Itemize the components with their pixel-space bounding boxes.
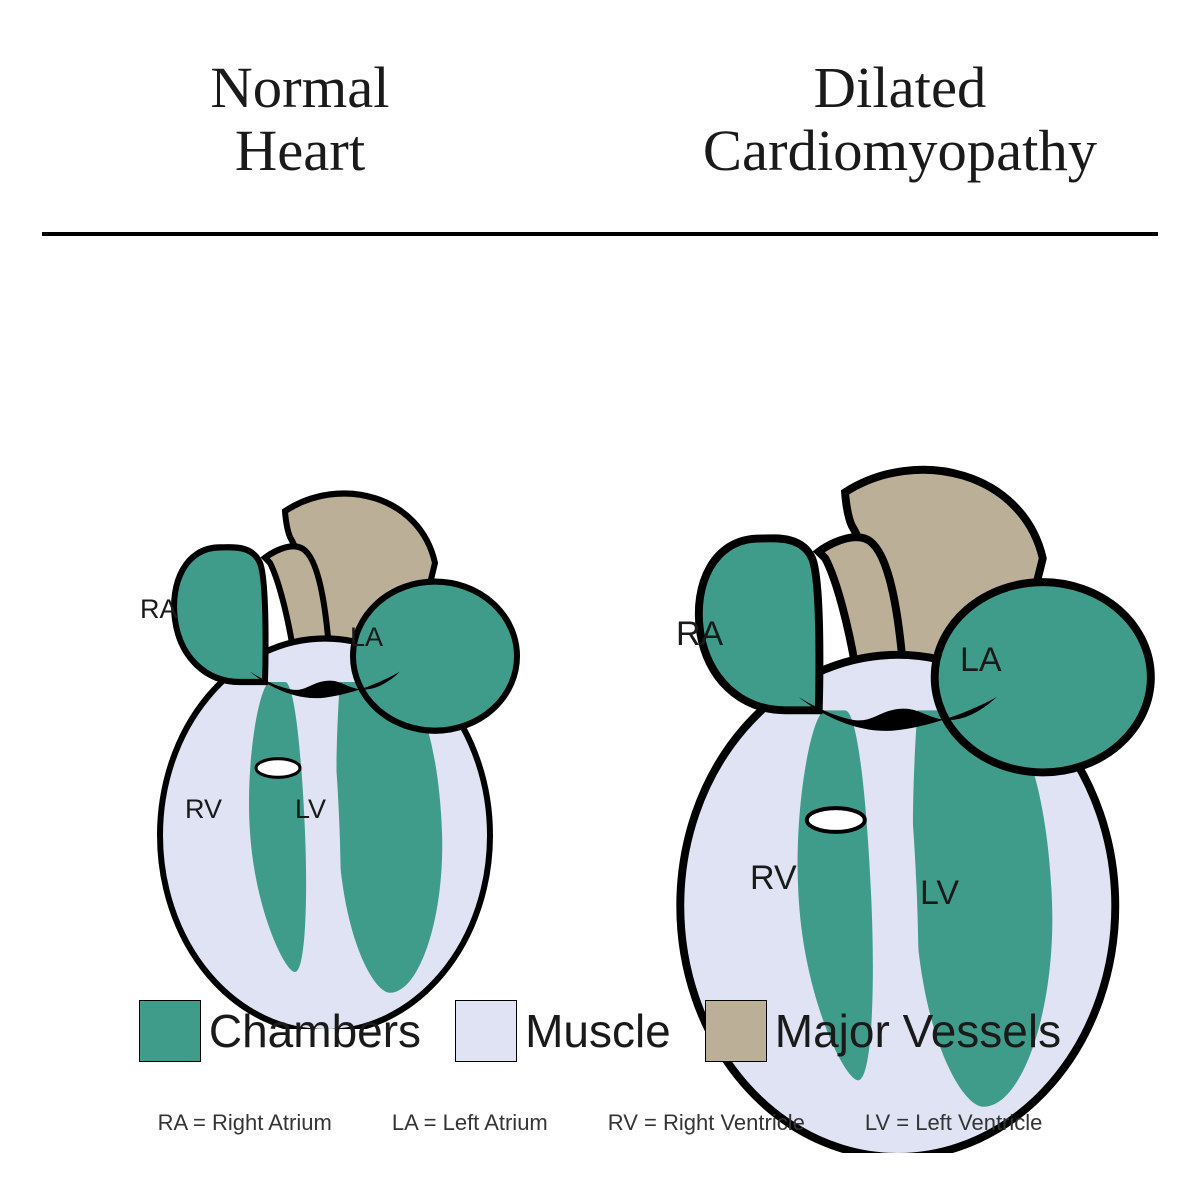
label-normal-lv: LV xyxy=(295,794,326,825)
label-dilated-rv: RV xyxy=(750,859,797,898)
legend-swatch-2 xyxy=(705,1000,767,1062)
legend-label-2: Major Vessels xyxy=(775,1004,1061,1058)
abbr-lv: LV = Left Ventricle xyxy=(865,1110,1043,1136)
abbr-rv: RV = Right Ventricle xyxy=(608,1110,805,1136)
title-dilated: DilatedCardiomyopathy xyxy=(600,56,1200,183)
legend-label-0: Chambers xyxy=(209,1004,421,1058)
label-normal-la: LA xyxy=(350,622,383,653)
legend-item-0: Chambers xyxy=(139,1000,421,1062)
heart-normal xyxy=(90,449,530,1029)
legend-swatch-0 xyxy=(139,1000,201,1062)
label-dilated-ra: RA xyxy=(676,615,723,654)
abbr-la: LA = Left Atrium xyxy=(392,1110,548,1136)
divider xyxy=(42,232,1158,236)
heart-svg-normal xyxy=(90,449,530,1029)
abbreviations: RA = Right Atrium LA = Left Atrium RV = Ri… xyxy=(0,1110,1200,1136)
title-normal: NormalHeart xyxy=(0,56,600,183)
legend-label-1: Muscle xyxy=(525,1004,671,1058)
titles-row: NormalHeartDilatedCardiomyopathy xyxy=(0,0,1200,183)
legend-item-1: Muscle xyxy=(455,1000,671,1062)
label-normal-rv: RV xyxy=(185,794,222,825)
diagram-root: NormalHeartDilatedCardiomyopathy RA LA RV L… xyxy=(0,0,1200,1200)
label-normal-ra: RA xyxy=(140,594,178,625)
legend-item-2: Major Vessels xyxy=(705,1000,1061,1062)
label-dilated-la: LA xyxy=(960,641,1002,680)
label-dilated-lv: LV xyxy=(920,874,959,913)
legend: Chambers Muscle Major Vessels xyxy=(0,1000,1200,1062)
legend-swatch-1 xyxy=(455,1000,517,1062)
abbr-ra: RA = Right Atrium xyxy=(158,1110,332,1136)
